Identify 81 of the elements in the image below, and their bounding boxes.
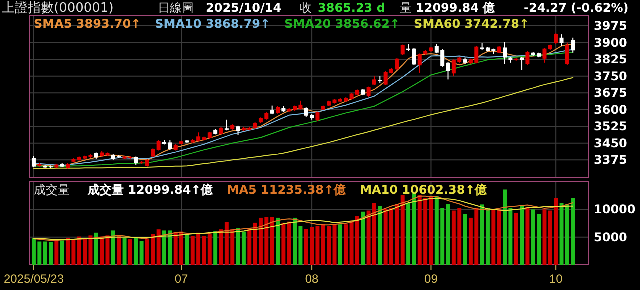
- candlestick: [526, 51, 530, 66]
- candlestick: [542, 48, 547, 64]
- candlestick: [565, 42, 570, 66]
- candlestick: [503, 42, 508, 65]
- y-tick-label: 3900: [594, 36, 628, 50]
- bar: [344, 224, 348, 265]
- y-tick-label: 3675: [594, 86, 628, 100]
- x-tick-label: 07: [174, 272, 189, 286]
- y-tick-label: 3600: [594, 102, 628, 117]
- y-tick-label: 10000: [594, 202, 636, 217]
- candlestick: [32, 156, 36, 168]
- y-tick-label: 3375: [594, 153, 628, 168]
- candlestick: [554, 33, 558, 45]
- y-tick-label: 3975: [594, 19, 628, 34]
- y-tick-label: 3750: [594, 69, 628, 84]
- candlestick: [316, 111, 320, 122]
- text: 成交量 12099.84↑億: [87, 183, 214, 197]
- line-series: [33, 77, 574, 170]
- candlestick: [446, 62, 450, 80]
- y-tick-label: 5000: [594, 230, 628, 244]
- bar: [111, 230, 116, 265]
- bar: [338, 224, 342, 265]
- x-tick-label: 09: [424, 272, 438, 286]
- y-tick-label: 3825: [594, 52, 628, 67]
- x-tick-label: 2025/05/23: [4, 272, 64, 286]
- bar: [54, 238, 59, 265]
- bar: [514, 212, 518, 265]
- text: SMA60 3742.78↑: [414, 17, 530, 31]
- text: SMA10 3868.79↑: [155, 17, 271, 31]
- candlestick: [224, 119, 229, 132]
- bar: [185, 234, 190, 265]
- bar: [100, 236, 104, 265]
- text: 2025/10/14: [206, 1, 282, 15]
- bar: [270, 217, 274, 265]
- candlestick: [366, 86, 371, 98]
- series-label: MA10 10602.38↑億: [360, 183, 488, 197]
- text: 量: [400, 1, 412, 15]
- bar: [361, 212, 366, 265]
- bar: [156, 230, 161, 265]
- y-tick-label: 3450: [594, 136, 628, 150]
- text: -24.27 (-0.62%): [524, 1, 629, 15]
- bar: [378, 206, 382, 265]
- bar: [526, 207, 530, 265]
- text: MA5 11235.38↑億: [227, 183, 348, 197]
- bar: [128, 240, 132, 265]
- bar: [248, 228, 252, 265]
- text: 收: [300, 1, 312, 15]
- candlestick: [372, 76, 376, 86]
- bar: [463, 214, 468, 265]
- bar: [117, 236, 122, 265]
- bar: [214, 231, 218, 265]
- bar: [542, 210, 547, 265]
- candlestick: [236, 125, 240, 136]
- text: 日線圖: [158, 1, 194, 15]
- candlestick: [560, 34, 564, 47]
- text: 3865.23 d: [318, 1, 386, 15]
- bar: [287, 222, 292, 265]
- bar: [208, 234, 212, 265]
- candlestick: [400, 44, 405, 56]
- bar: [134, 238, 138, 265]
- bar: [140, 241, 144, 265]
- candlestick: [418, 53, 422, 74]
- bar: [400, 195, 405, 265]
- candlestick: [156, 140, 161, 152]
- bar: [520, 205, 524, 265]
- candlestick: [571, 37, 576, 54]
- chart-title: 上證指數(000001): [2, 1, 114, 16]
- bar: [60, 240, 64, 265]
- y-tick-label: 3525: [594, 120, 628, 134]
- bar: [276, 218, 280, 265]
- x-tick-label: 10: [549, 272, 564, 286]
- bar: [492, 210, 496, 265]
- chart-title: 成交量: [34, 183, 70, 197]
- text: SMA20 3856.62↑: [284, 17, 400, 31]
- bar: [122, 238, 127, 265]
- text: SMA5 3893.70↑: [34, 17, 142, 31]
- bar: [282, 222, 286, 265]
- bar: [94, 232, 98, 265]
- x-tick-label: 08: [305, 272, 320, 286]
- bar: [497, 210, 502, 265]
- text: 12099.84 億: [416, 1, 496, 15]
